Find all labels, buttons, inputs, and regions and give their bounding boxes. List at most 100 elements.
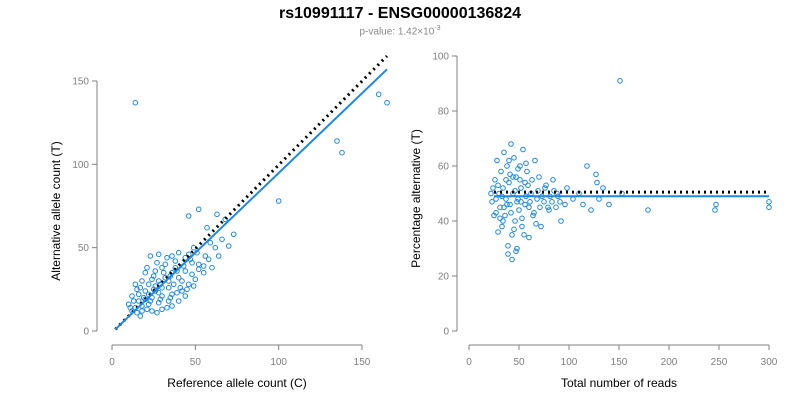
data-point (514, 199, 520, 205)
data-point (195, 266, 202, 273)
data-point (503, 177, 509, 183)
data-point (339, 149, 345, 156)
data-point (584, 163, 590, 169)
data-point (139, 278, 145, 284)
data-point (766, 204, 772, 211)
p-value-exponent: -3 (434, 25, 441, 32)
data-point (593, 171, 599, 178)
data-point (507, 201, 513, 208)
data-point (174, 289, 180, 296)
data-point (169, 303, 175, 309)
data-point (177, 284, 184, 291)
data-point (500, 218, 506, 224)
data-point (541, 199, 547, 205)
data-point (557, 199, 563, 205)
data-point (182, 293, 189, 299)
data-point (167, 294, 174, 301)
data-point (154, 259, 160, 266)
x-axis-label: Total number of reads (561, 376, 677, 390)
data-point (536, 174, 542, 180)
y-tick-label: 100 (72, 160, 89, 171)
data-point (144, 306, 150, 313)
data-point (492, 177, 498, 183)
data-point (512, 218, 518, 224)
data-point (164, 304, 170, 311)
data-point (384, 99, 390, 106)
data-point (207, 239, 214, 246)
chart-subtitle: p-value: 1.42×10-3 (0, 25, 800, 37)
data-point (184, 286, 190, 293)
data-point (546, 207, 552, 213)
data-point (519, 215, 525, 222)
data-point (533, 221, 539, 227)
data-point (518, 199, 524, 205)
x-tick-label: 100 (561, 357, 578, 368)
data-point (509, 256, 515, 263)
data-point (766, 199, 772, 205)
data-point (509, 232, 515, 238)
data-point (192, 276, 199, 283)
x-tick-label: 150 (611, 357, 628, 368)
data-point (150, 273, 157, 279)
data-point (147, 253, 154, 259)
data-point (513, 248, 519, 255)
data-point (334, 138, 340, 144)
y-tick-label: 60 (438, 162, 450, 173)
data-point (127, 304, 134, 311)
data-point (543, 182, 549, 189)
data-point (157, 296, 164, 303)
data-point (185, 213, 192, 219)
x-tick-label: 0 (109, 357, 115, 368)
data-point (225, 243, 232, 249)
data-point (522, 201, 528, 208)
data-point (504, 201, 510, 208)
data-point (507, 171, 513, 178)
y-tick-label: 0 (443, 327, 449, 338)
data-point (139, 308, 145, 314)
data-point (134, 309, 140, 316)
p-value-text: p-value: 1.42×10 (359, 26, 435, 38)
data-point (495, 182, 501, 189)
data-point (135, 291, 142, 298)
data-point (537, 204, 543, 211)
data-point (179, 278, 185, 284)
data-point (375, 91, 382, 98)
data-point (200, 269, 207, 276)
data-point (519, 223, 525, 230)
y-tick-label: 50 (78, 243, 90, 254)
data-point (144, 264, 150, 271)
data-point (500, 185, 506, 191)
y-axis-label: Percentage alternative (T) (409, 129, 423, 268)
data-point (526, 234, 532, 241)
x-tick-label: 250 (711, 357, 728, 368)
data-point (532, 157, 538, 164)
data-point (165, 284, 172, 291)
x-tick-label: 200 (661, 357, 678, 368)
data-point (501, 204, 507, 211)
data-point (219, 236, 225, 243)
y-tick-label: 0 (83, 327, 89, 338)
data-point (511, 155, 517, 161)
data-point (498, 168, 504, 175)
data-point (545, 204, 551, 211)
data-point (489, 199, 495, 205)
reference-line (114, 54, 389, 331)
data-point (499, 223, 505, 230)
data-point (518, 185, 524, 191)
data-point (558, 218, 564, 224)
y-tick-label: 20 (438, 272, 450, 283)
data-point (142, 288, 149, 294)
data-point (510, 174, 516, 180)
data-point (505, 243, 511, 249)
data-point (542, 185, 548, 191)
data-point (516, 207, 522, 213)
data-point (534, 196, 540, 202)
data-point (230, 231, 237, 238)
data-point (526, 204, 532, 211)
allele-count-scatter-plot: 0 50 100 150 0 50 100 150 Reference allele count… (49, 54, 390, 390)
data-point (190, 283, 197, 289)
data-point (488, 190, 494, 197)
data-point (175, 274, 182, 281)
data-point (159, 306, 165, 313)
data-point (520, 146, 526, 153)
